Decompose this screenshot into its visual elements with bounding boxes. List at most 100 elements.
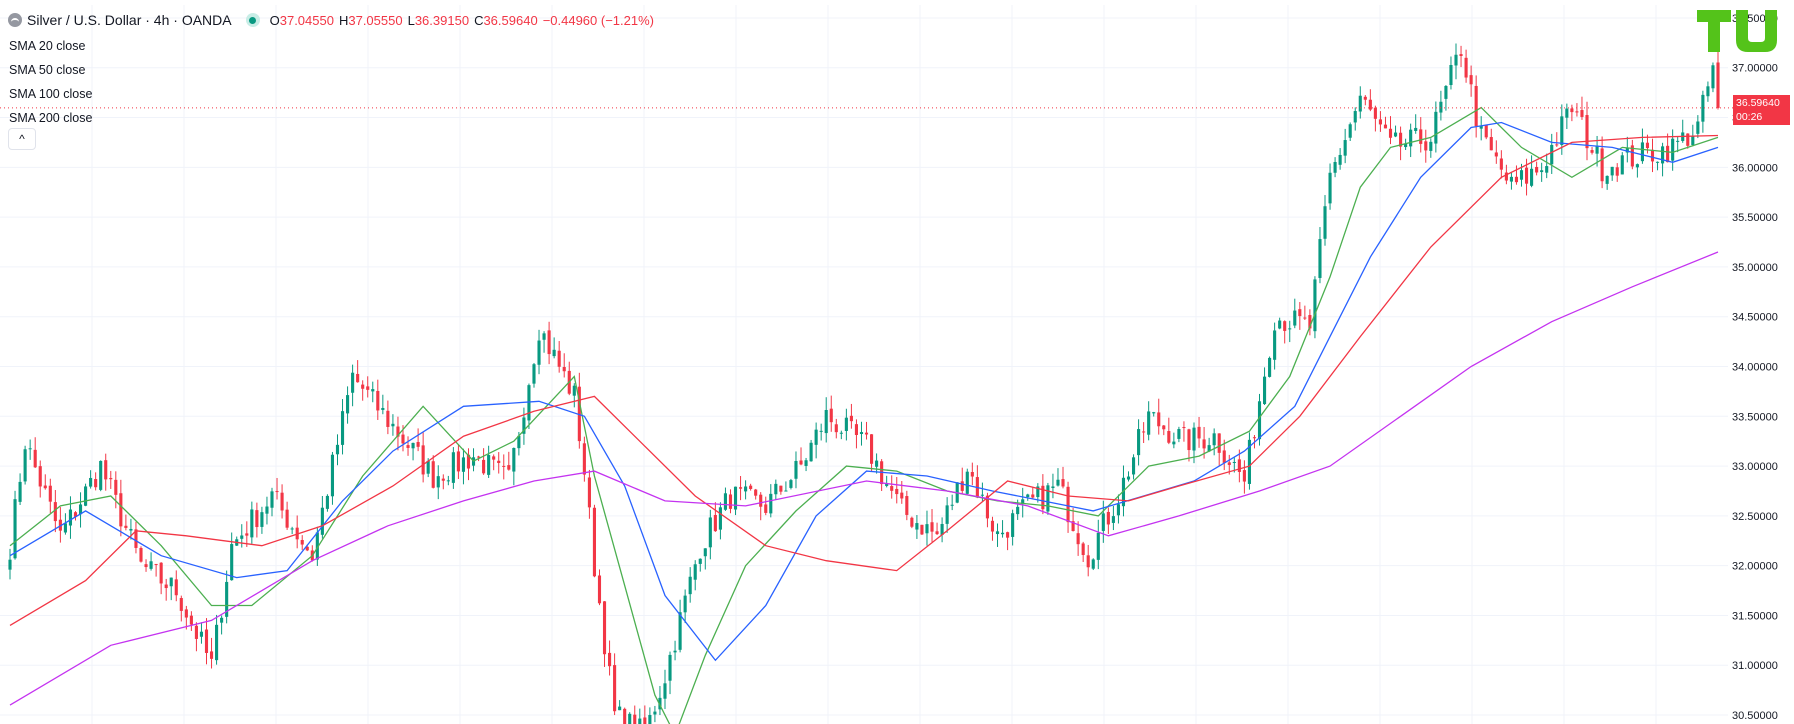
- candle-body: [1313, 279, 1317, 332]
- candle-body: [240, 535, 244, 539]
- y-tick-label: 35.50000: [1732, 212, 1778, 224]
- candle-body: [1635, 164, 1639, 168]
- candle-body: [129, 528, 133, 531]
- candle-body: [250, 509, 254, 538]
- candle-body: [330, 454, 335, 497]
- symbol-title[interactable]: Silver / U.S. Dollar · 4h · OANDA: [27, 12, 232, 28]
- candle-body: [502, 465, 506, 467]
- candle-body: [965, 471, 969, 494]
- candle-body: [1076, 533, 1080, 545]
- candle-body: [456, 451, 460, 472]
- candle-body: [1167, 431, 1171, 443]
- candle-body: [1288, 328, 1292, 330]
- candle-body: [1298, 309, 1302, 317]
- candle-body: [824, 410, 828, 434]
- candle-body: [431, 461, 435, 488]
- tradingview-logo-icon[interactable]: [1697, 6, 1785, 56]
- market-status-icon[interactable]: [245, 13, 260, 27]
- candle-body: [139, 547, 143, 562]
- candle-body: [608, 652, 612, 667]
- candle-body: [1519, 170, 1524, 180]
- silver-symbol-icon: [8, 13, 22, 27]
- candle-body: [1091, 559, 1095, 569]
- candle-body: [134, 529, 138, 548]
- candle-body: [1222, 450, 1226, 463]
- candle-body: [1187, 429, 1191, 451]
- candle-body: [1061, 479, 1065, 487]
- candle-body: [275, 491, 279, 493]
- y-tick-label: 32.00000: [1732, 561, 1778, 573]
- collapse-legend-button[interactable]: ^: [8, 128, 36, 150]
- candle-body: [1701, 94, 1705, 122]
- candle-body: [1152, 412, 1156, 414]
- candle-body: [1278, 320, 1282, 329]
- candle-body: [285, 509, 289, 528]
- candle-body: [482, 459, 486, 474]
- y-tick-label: 33.50000: [1732, 411, 1778, 423]
- sma-lines: [9, 106, 1719, 724]
- candlestick-series: [8, 43, 1720, 724]
- candle-body: [1499, 158, 1503, 170]
- candle-body: [527, 385, 531, 421]
- candle-body: [53, 502, 57, 522]
- candle-body: [451, 452, 455, 483]
- candle-body: [1459, 54, 1463, 56]
- candle-body: [990, 520, 995, 532]
- y-tick-label: 33.00000: [1732, 461, 1778, 473]
- candle-body: [1273, 330, 1277, 360]
- candle-body: [562, 367, 566, 372]
- candle-body: [1630, 145, 1634, 167]
- candle-body: [1111, 516, 1115, 523]
- candle-body: [900, 492, 904, 499]
- y-tick-label: 32.50000: [1732, 511, 1778, 523]
- candle-body: [1237, 459, 1241, 472]
- legend-sma-50[interactable]: SMA 50 close: [9, 63, 86, 77]
- candle-body: [552, 349, 556, 357]
- candle-body: [1691, 136, 1695, 146]
- candle-body: [557, 350, 561, 367]
- candle-body: [1565, 108, 1569, 118]
- candle-body: [446, 480, 450, 482]
- candle-body: [1469, 75, 1473, 85]
- legend-sma-200[interactable]: SMA 200 close: [9, 111, 93, 125]
- candle-body: [497, 460, 501, 464]
- candle-body: [28, 448, 32, 450]
- candle-body: [930, 522, 934, 532]
- candle-body: [733, 486, 738, 510]
- candle-body: [1414, 127, 1418, 131]
- candle-body: [94, 479, 98, 488]
- candle-body: [43, 485, 47, 489]
- candle-body: [1066, 486, 1070, 523]
- price-axis[interactable]: 30.50000 31.00000 31.50000 32.00000 32.50000…: [1732, 13, 1778, 722]
- candle-body: [1303, 317, 1307, 319]
- candle-body: [739, 487, 743, 489]
- candle-body: [1444, 85, 1448, 99]
- candle-body: [1429, 141, 1433, 151]
- candle-body: [683, 595, 687, 613]
- candle-body: [623, 708, 627, 724]
- candle-body: [1056, 479, 1060, 486]
- candle-body: [1590, 150, 1594, 153]
- legend-sma-100[interactable]: SMA 100 close: [9, 87, 93, 101]
- candle-body: [1550, 144, 1554, 165]
- candle-body: [63, 523, 67, 533]
- candle-body: [215, 624, 219, 661]
- candle-body: [542, 333, 546, 340]
- candle-body: [265, 506, 269, 514]
- candle-body: [1041, 485, 1045, 510]
- ohlc-low: L36.39150: [407, 12, 470, 28]
- candle-body: [1046, 485, 1050, 512]
- y-tick-label: 36.00000: [1732, 162, 1778, 174]
- legend-sma-20[interactable]: SMA 20 close: [9, 39, 86, 53]
- candle-body: [864, 432, 869, 435]
- sma-line-100: [9, 134, 1719, 626]
- candle-body: [1449, 65, 1453, 86]
- candle-body: [809, 442, 813, 462]
- candle-body: [406, 445, 410, 448]
- candle-body: [1157, 412, 1161, 427]
- candle-body: [703, 548, 707, 557]
- candle-body: [602, 601, 607, 655]
- candle-body: [1454, 54, 1458, 66]
- candle-body: [1610, 166, 1614, 176]
